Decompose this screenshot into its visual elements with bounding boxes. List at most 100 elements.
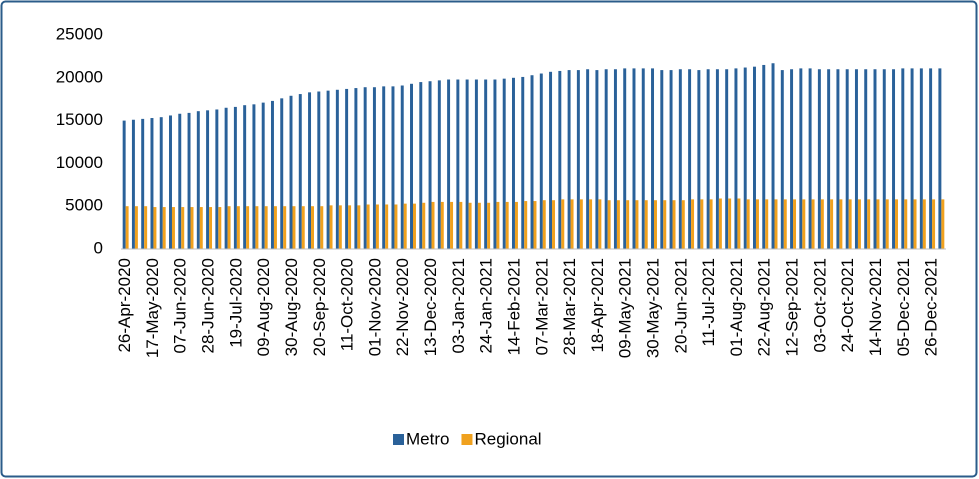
bar — [348, 205, 352, 249]
bar — [382, 86, 386, 249]
bar — [626, 200, 630, 249]
bar — [561, 199, 565, 249]
bar — [579, 199, 583, 249]
bar — [811, 199, 815, 249]
bar — [681, 200, 685, 249]
bar — [697, 70, 701, 249]
bar — [301, 206, 305, 249]
bar — [422, 202, 426, 249]
bar — [243, 105, 247, 249]
bar — [820, 199, 824, 249]
legend-label: Metro — [406, 429, 449, 448]
bar — [450, 201, 454, 249]
x-tick-label: 28-Jun-2020 — [199, 258, 218, 353]
bar — [206, 110, 210, 249]
bar — [904, 199, 908, 249]
x-tick-label: 13-Dec-2020 — [421, 258, 440, 356]
bar — [125, 206, 129, 249]
bar — [867, 199, 871, 249]
bar — [357, 205, 361, 249]
bar — [403, 203, 407, 249]
bar — [660, 70, 664, 249]
bar — [391, 86, 395, 249]
bar — [141, 118, 145, 249]
bar — [753, 66, 756, 249]
bar — [715, 69, 719, 250]
bar — [910, 68, 914, 249]
x-tick-label: 12-Sep-2021 — [783, 258, 802, 356]
bar — [375, 204, 379, 249]
bar — [616, 200, 620, 249]
x-tick-label: 24-Jan-2021 — [477, 258, 496, 353]
bar — [882, 69, 886, 250]
bar — [706, 69, 710, 250]
bar — [134, 206, 138, 249]
bar — [654, 200, 657, 249]
bar — [938, 68, 942, 249]
bar — [604, 69, 608, 250]
bar — [848, 199, 852, 249]
bar — [793, 199, 797, 249]
bar — [799, 68, 803, 249]
x-tick-label: 17-May-2020 — [143, 258, 162, 358]
bar — [623, 68, 627, 249]
x-tick-label: 22-Aug-2021 — [755, 258, 774, 356]
bar — [873, 69, 877, 250]
bar — [477, 202, 481, 249]
bar — [808, 68, 812, 249]
bar — [273, 206, 277, 249]
bar — [474, 79, 478, 250]
bar — [456, 79, 460, 250]
bar — [459, 201, 463, 249]
bar — [131, 119, 135, 249]
legend-swatch — [461, 434, 473, 445]
bar — [700, 199, 704, 249]
x-tick-label: 01-Nov-2020 — [365, 258, 384, 356]
bar — [932, 199, 936, 249]
x-tick-label: 03-Jan-2021 — [449, 258, 468, 353]
bar — [261, 102, 265, 250]
bar — [493, 79, 497, 250]
bar — [329, 205, 333, 249]
bar — [511, 77, 515, 249]
x-tick-label: 11-Jul-2021 — [699, 258, 718, 347]
bar — [363, 87, 367, 249]
bar — [289, 95, 293, 249]
bar — [298, 94, 302, 250]
bar — [264, 206, 268, 249]
bar — [922, 199, 926, 249]
bar — [496, 201, 500, 249]
x-tick-label: 09-Aug-2020 — [254, 258, 273, 356]
bar — [817, 69, 821, 250]
bar — [854, 69, 858, 250]
bar — [552, 200, 556, 249]
bar — [718, 198, 722, 249]
bar — [728, 198, 732, 249]
x-tick-label: 30-Aug-2020 — [282, 258, 301, 356]
bar — [171, 207, 175, 249]
bar — [428, 81, 432, 249]
bar — [199, 207, 203, 249]
bar — [913, 199, 917, 249]
bar — [691, 199, 695, 249]
bar — [345, 88, 349, 249]
bar — [533, 201, 537, 249]
bar — [734, 68, 738, 249]
x-tick-label: 03-Oct-2021 — [810, 258, 829, 353]
x-tick-label: 01-Aug-2021 — [727, 258, 746, 356]
bar — [644, 200, 648, 249]
bar — [224, 107, 228, 249]
bar — [836, 69, 840, 250]
bar — [651, 68, 655, 249]
bar — [709, 199, 713, 249]
bar — [746, 199, 750, 249]
bar — [326, 90, 330, 249]
bar — [502, 78, 506, 249]
bar — [255, 206, 259, 249]
bar — [246, 206, 250, 249]
bar — [144, 206, 148, 249]
bar — [774, 199, 778, 249]
bar — [802, 199, 806, 249]
bar — [663, 200, 667, 249]
bar — [394, 204, 398, 249]
